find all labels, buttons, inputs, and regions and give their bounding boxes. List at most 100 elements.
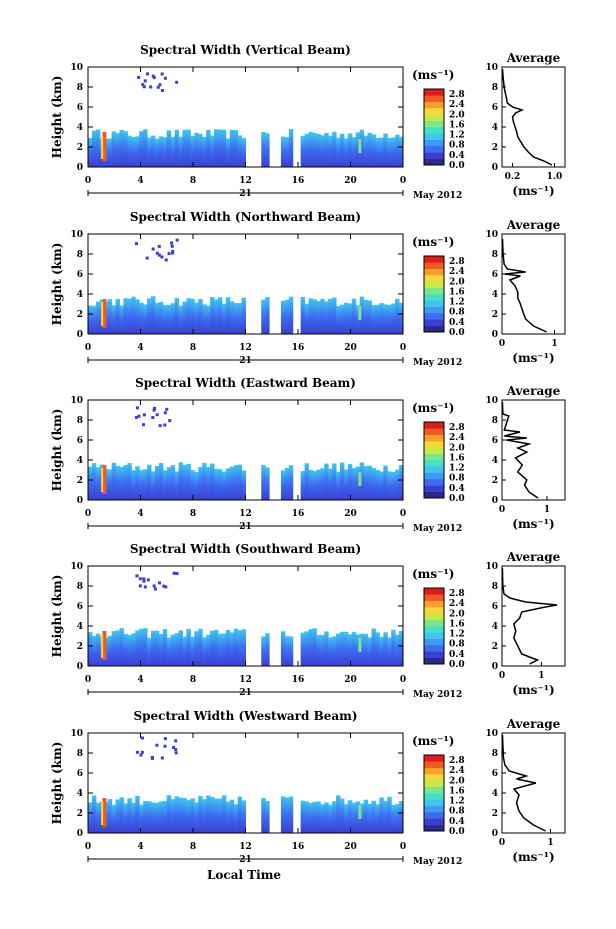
x-tick-label: 0	[85, 509, 91, 519]
heatmap-cell	[399, 801, 404, 833]
heatmap-cell	[166, 130, 172, 167]
colorbar: 0.00.40.81.21.62.02.42.8	[423, 587, 465, 670]
profile-y-tick-label: 10	[485, 562, 498, 572]
colorbar-swatch	[424, 626, 444, 633]
colorbar-swatch	[424, 607, 444, 614]
heatmap-cell	[149, 85, 153, 89]
heatmap-cell	[123, 633, 128, 666]
heatmap-cell	[347, 303, 353, 334]
heatmap-cell	[154, 138, 160, 167]
x-tick-label: 8	[190, 176, 196, 186]
y-tick-label: 10	[70, 63, 83, 73]
heatmap-cell	[163, 76, 167, 80]
heatmap-cell	[280, 796, 286, 833]
heatmap-cell	[102, 631, 107, 660]
heatmap-cell	[139, 469, 144, 500]
heatmap-cell	[91, 635, 97, 666]
heatmap-cell	[308, 629, 313, 666]
heatmap-cell	[202, 799, 207, 833]
heatmap-cell	[387, 304, 392, 334]
heatmap-cell	[198, 467, 203, 500]
heatmap-cell	[174, 298, 180, 334]
colorbar-swatch	[424, 275, 444, 282]
colorbar-swatch	[424, 485, 444, 492]
heatmap-cell	[166, 467, 172, 500]
heatmap-cell	[387, 138, 392, 167]
heatmap-cell	[206, 795, 211, 833]
profile-y-tick-label: 2	[492, 143, 498, 153]
heatmap-cell	[134, 415, 138, 419]
heatmap-cell	[95, 633, 101, 666]
heatmap-cell	[140, 750, 144, 754]
profile-y-tick-label: 0	[492, 829, 498, 839]
profile-x-label: (ms⁻¹)	[512, 517, 554, 531]
colorbar-tick-label: 1.6	[449, 120, 465, 130]
x-tick-label: 16	[292, 675, 305, 685]
profile-y-tick-label: 8	[492, 250, 498, 260]
panel-2: Spectral Width (Northward Beam)0246810He…	[50, 210, 566, 368]
colorbar-tick-label: 2.8	[449, 756, 465, 766]
heatmap-cell	[221, 795, 227, 833]
colorbar-swatch	[424, 638, 444, 646]
y-tick-label: 8	[77, 749, 83, 759]
heatmap-cell	[312, 628, 317, 666]
heatmap-cell	[150, 756, 154, 760]
heatmap-cell	[308, 298, 313, 334]
date-label: May 2012	[413, 857, 462, 867]
colorbar-swatch	[424, 313, 444, 320]
heatmap-cell	[174, 633, 180, 666]
heatmap-cell	[107, 299, 113, 334]
heatmap-cell	[178, 305, 183, 334]
x-tick-label: 0	[400, 176, 406, 186]
y-tick-label: 8	[77, 582, 83, 592]
heatmap-cell	[324, 301, 329, 334]
heatmap-cell	[221, 303, 227, 334]
heatmap-cell	[379, 797, 384, 833]
panel-title: Spectral Width (Southward Beam)	[130, 542, 361, 556]
profile-y-tick-label: 10	[485, 729, 498, 739]
heatmap-cell	[151, 247, 155, 251]
profile-line	[501, 238, 547, 333]
heatmap-cell	[383, 304, 388, 334]
heatmap-cell	[155, 413, 159, 417]
heatmap-cell	[152, 408, 156, 412]
heatmap-cell	[316, 469, 321, 500]
heatmap-cell	[355, 305, 361, 334]
x-tick-label: 8	[190, 842, 196, 852]
heatmap-cell	[328, 298, 333, 334]
colorbar-swatch	[424, 651, 444, 658]
heatmap-cell	[170, 303, 176, 334]
heatmap-cell	[399, 136, 404, 167]
colorbar-swatch	[424, 613, 444, 620]
colorbar-swatch	[424, 491, 444, 499]
colorbar-swatch	[424, 786, 444, 794]
heatmap-cell	[214, 129, 219, 167]
heatmap-cell	[107, 635, 113, 666]
heatmap-cell	[324, 802, 329, 833]
heatmap-cell	[95, 129, 101, 167]
heatmap-cell	[288, 129, 294, 167]
heatmap-cell	[174, 748, 178, 752]
colorbar-frame	[423, 587, 445, 665]
heatmap-cell	[363, 799, 369, 833]
heatmap-cell	[131, 633, 136, 666]
heatmap-cell	[363, 633, 369, 666]
heatmap-cell	[141, 83, 145, 87]
colorbar-tick-label: 1.2	[449, 630, 465, 640]
heatmap-cell	[141, 423, 145, 427]
colorbar-swatch	[424, 755, 444, 762]
colorbar-swatch	[424, 479, 444, 486]
heatmap-cell	[172, 571, 176, 575]
heatmap-cell	[143, 628, 148, 666]
profile-line	[501, 68, 553, 166]
y-tick-label: 8	[77, 250, 83, 260]
heatmap-cell	[347, 133, 353, 167]
heatmap-cell	[155, 743, 159, 747]
heatmap-cell	[355, 466, 361, 500]
heatmap-cell	[379, 471, 384, 500]
heatmap-cell	[162, 584, 166, 588]
heatmap-cell	[147, 801, 152, 833]
heatmap-cell	[391, 303, 396, 334]
heatmap-cell	[88, 305, 93, 334]
colorbar-tick-label: 2.0	[449, 609, 465, 619]
